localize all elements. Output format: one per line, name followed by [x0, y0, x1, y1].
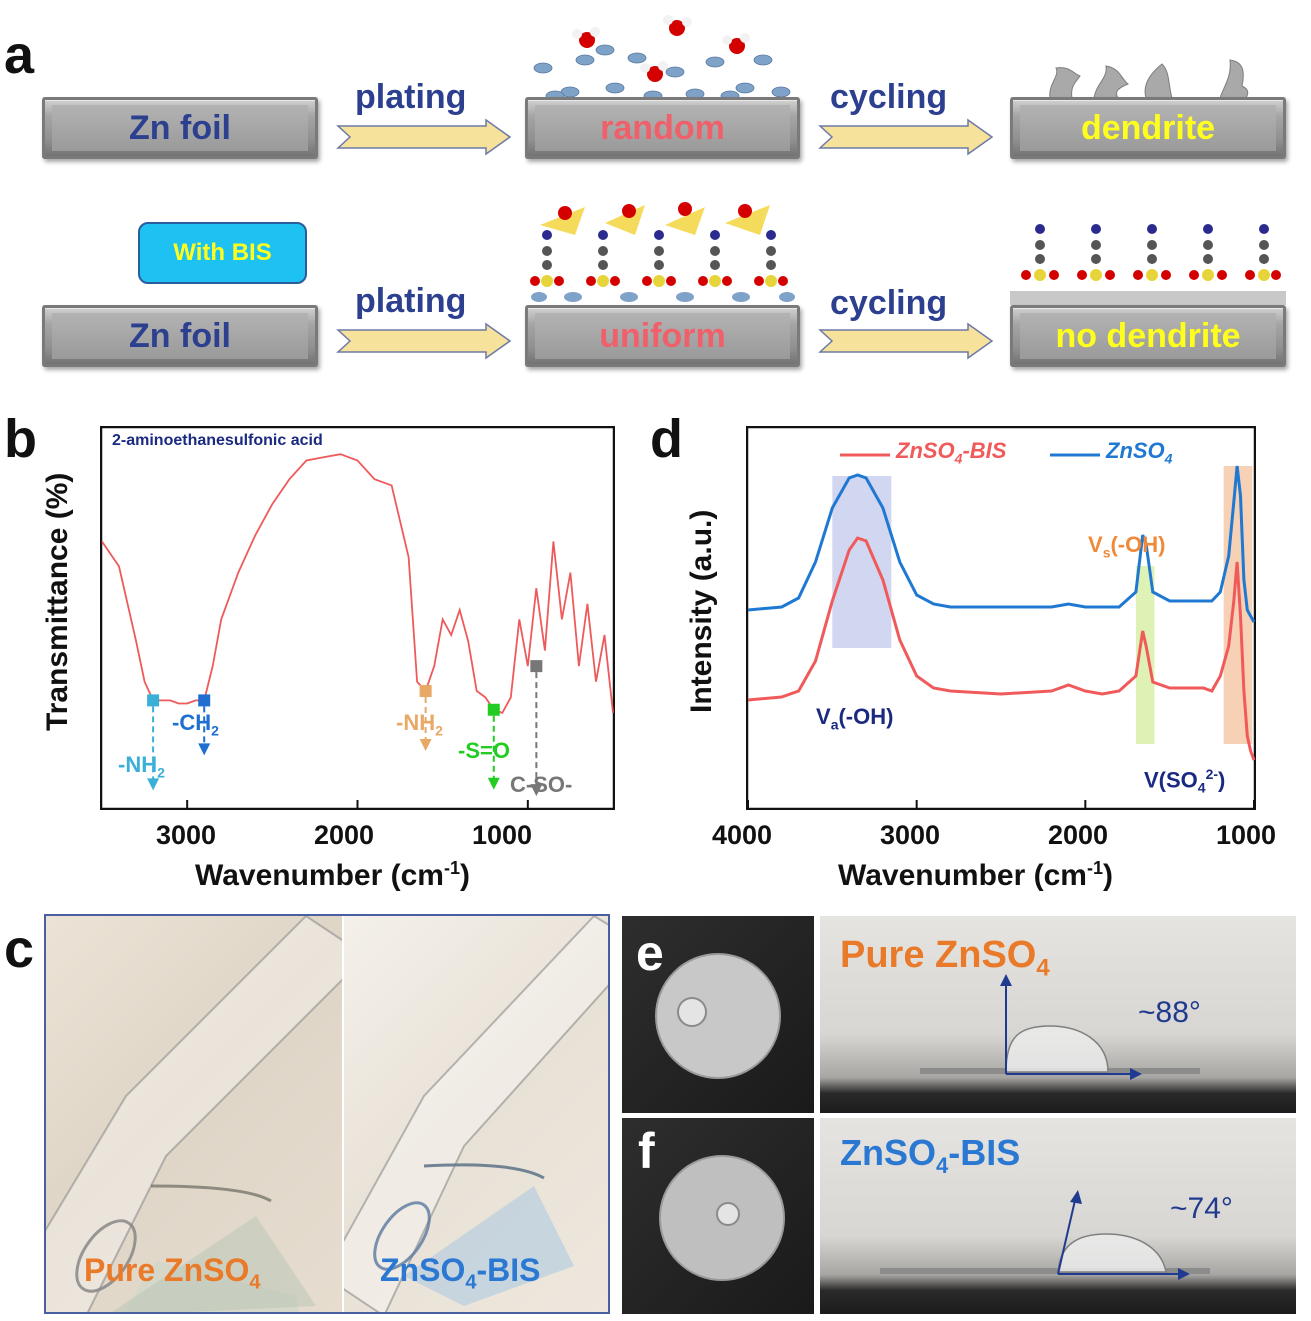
panel-e-top-view-photo: e	[622, 916, 814, 1113]
annotation-nh2-2: -NH2	[396, 710, 443, 739]
with-bis-badge: With BIS	[138, 222, 307, 284]
panel-b-annotation-marker-0	[147, 694, 160, 707]
panel-b-annotation-arrowhead-3	[487, 777, 500, 790]
panel-b-annotation-arrowhead-4	[530, 784, 543, 797]
panel-d-letter: d	[650, 409, 683, 469]
dendrite-growth-icon	[1049, 59, 1249, 99]
plating-label-2: plating	[355, 282, 467, 320]
panel-d-series-line-0	[747, 536, 1256, 761]
panel-b-tick-2000: 2000	[314, 820, 375, 850]
annotation-ch2: -CH2	[172, 710, 219, 739]
panel-b-plot-frame	[100, 426, 615, 810]
panel-f-angle: ~74°	[1170, 1192, 1233, 1225]
panel-b-annotation-arrowhead-1	[198, 743, 211, 756]
panel-d-tick-4000: 4000	[712, 820, 773, 850]
dendrite-slab: dendrite	[1010, 97, 1286, 159]
panel-d-series-line-1	[747, 465, 1256, 623]
panel-b-y-axis-title: Transmittance (%)	[41, 472, 74, 731]
uniform-slab: uniform	[525, 305, 800, 367]
label-va-oh: Va(-OH)	[816, 704, 894, 733]
dendrite-label: dendrite	[1080, 108, 1216, 147]
panel-d-plot-frame	[746, 426, 1256, 810]
no-dendrite-label: no dendrite	[1055, 316, 1241, 355]
cycling-arrow-icon	[818, 118, 994, 156]
panel-b-tick-3000: 3000	[156, 820, 217, 850]
contact-angle-74-icon	[880, 1190, 1210, 1280]
annotation-nh2-1: -NH2	[118, 752, 165, 781]
panel-d-tick-2000: 2000	[1048, 820, 1109, 850]
panel-a-letter: a	[4, 25, 35, 85]
cycling-label-2: cycling	[830, 284, 948, 322]
panel-d-y-axis-title: Intensity (a.u.)	[685, 509, 718, 713]
znso4-bis-photo: ZnSO4-BIS	[344, 916, 608, 1312]
panel-d-tick-1000: 1000	[1216, 820, 1277, 850]
panel-b-annotation-marker-2	[419, 685, 432, 698]
znso4-bis-caption: ZnSO4-BIS	[380, 1252, 541, 1294]
legend-line-zns-bis	[840, 453, 890, 457]
panel-d-shaded-band-1	[1135, 566, 1155, 744]
panel-f-top-view-photo: f	[622, 1118, 814, 1314]
panel-e-letter: e	[636, 925, 664, 981]
zn-foil-label: Zn foil	[129, 108, 231, 147]
zn-disc-icon	[655, 953, 781, 1079]
pure-znso4-photo: Pure ZnSO4	[46, 916, 342, 1312]
with-bis-label: With BIS	[173, 239, 272, 266]
panel-b-x-axis-title: Wavenumber (cm-1)	[195, 858, 470, 892]
contact-angle-88-icon	[920, 974, 1200, 1080]
cycling-label: cycling	[830, 78, 948, 116]
panel-b-annotation-arrowhead-0	[147, 778, 160, 791]
panel-f-side-view-photo: ZnSO4-BIS ~74°	[820, 1118, 1296, 1314]
panel-d-tick-3000: 3000	[880, 820, 941, 850]
panel-c-letter: c	[4, 919, 35, 979]
plating-arrow-icon-2	[336, 322, 512, 360]
bis-protection-layer-icon	[1010, 224, 1286, 305]
panel-b-annotation-arrowhead-2	[419, 739, 432, 752]
test-tube-icon	[46, 916, 342, 1312]
plating-arrow-icon	[336, 118, 512, 156]
bis-molecule-layer-icon	[530, 202, 795, 302]
uniform-label: uniform	[599, 316, 726, 355]
zn-foil-slab-2: Zn foil	[42, 305, 318, 367]
panel-b-tick-1000: 1000	[472, 820, 533, 850]
label-v-so4: V(SO42-)	[1144, 766, 1226, 796]
panel-b-chart	[100, 426, 615, 810]
panel-b-inset-title: 2-aminoethanesulfonic acid	[112, 432, 323, 449]
label-vs-oh: Vs(-OH)	[1088, 532, 1166, 561]
panel-e-angle: ~88°	[1138, 996, 1201, 1029]
legend-line-zns	[1050, 453, 1100, 457]
panel-d-shaded-band-0	[832, 476, 892, 648]
legend-label-zns: ZnSO4	[1106, 438, 1173, 467]
panel-b-letter: b	[4, 409, 37, 469]
panel-d-x-axis-title: Wavenumber (cm-1)	[838, 858, 1113, 892]
random-slab: random	[525, 97, 800, 159]
random-deposition-icon	[533, 15, 791, 102]
panel-e-title: Pure ZnSO4	[840, 934, 1050, 982]
zn-disc-icon-2	[659, 1155, 785, 1281]
plating-label: plating	[355, 78, 467, 116]
legend-label-zns-bis: ZnSO4-BIS	[896, 438, 1007, 467]
panel-b-annotation-marker-4	[530, 660, 543, 673]
zn-foil-slab-1: Zn foil	[42, 97, 318, 159]
cycling-arrow-icon-2	[818, 322, 994, 360]
annotation-s-o: -S=O	[458, 738, 510, 763]
no-dendrite-slab: no dendrite	[1010, 305, 1286, 367]
panel-b-transmittance-line	[101, 453, 614, 715]
panel-b-annotation-marker-3	[487, 703, 500, 716]
panel-d-chart	[746, 426, 1256, 810]
panel-f-title: ZnSO4-BIS	[840, 1132, 1021, 1179]
panel-c-frame	[44, 914, 610, 1314]
zn-foil-label-2: Zn foil	[129, 316, 231, 355]
annotation-c-so: C-SO-	[510, 772, 573, 797]
random-label: random	[600, 108, 725, 147]
pure-znso4-caption: Pure ZnSO4	[84, 1252, 261, 1294]
panel-b-annotation-marker-1	[198, 694, 211, 707]
test-tube-icon-2	[344, 916, 608, 1312]
panel-e-side-view-photo: Pure ZnSO4 ~88°	[820, 916, 1296, 1113]
panel-f-letter: f	[638, 1123, 655, 1179]
